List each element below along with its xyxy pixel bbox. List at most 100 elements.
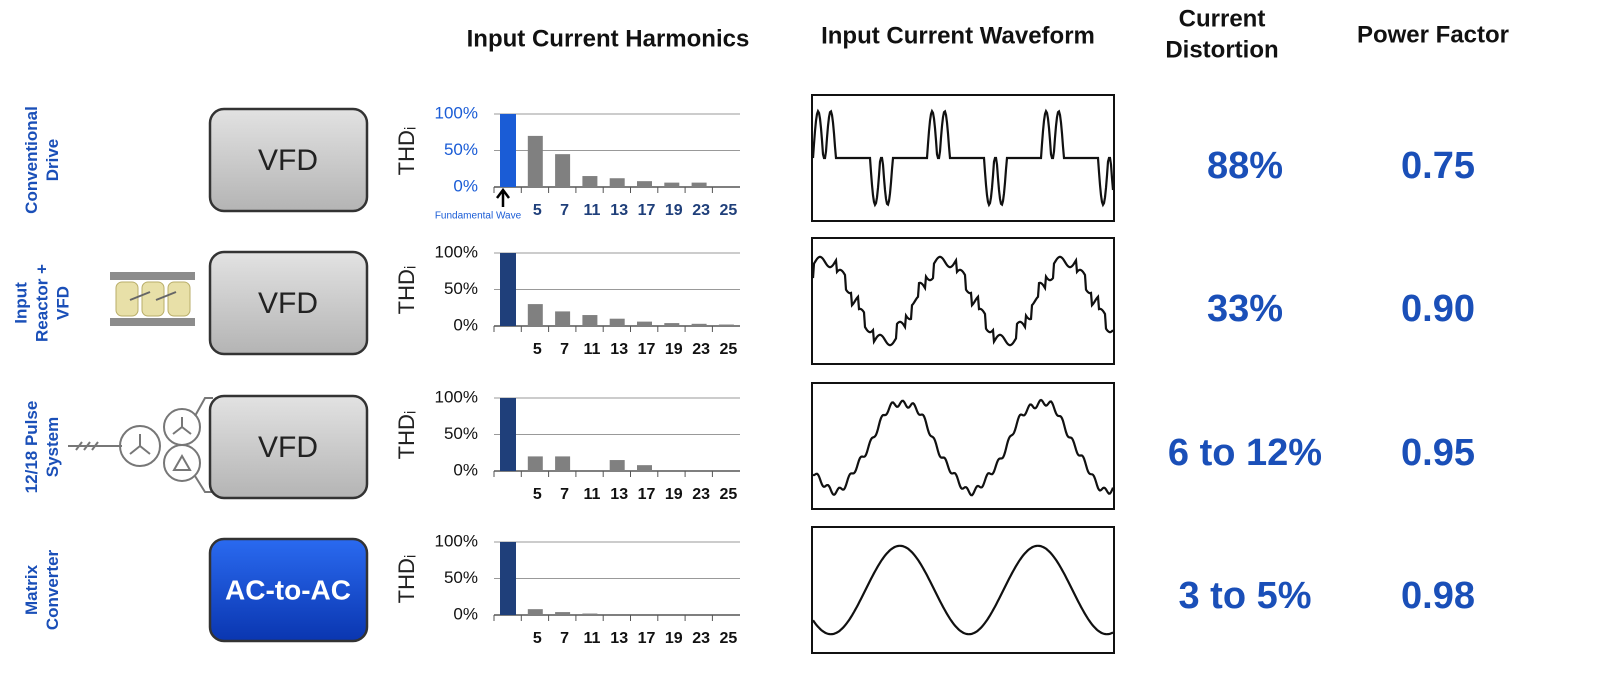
y-tick-label: 100% — [435, 387, 478, 406]
bar — [582, 176, 598, 187]
bar — [527, 456, 543, 471]
bar — [500, 398, 516, 471]
x-tick-label: 5 — [533, 486, 542, 503]
y-tick-label: 100% — [435, 531, 478, 550]
transformer-icon — [68, 397, 213, 493]
header: Distortion — [1165, 36, 1278, 63]
header: Input Current Waveform — [821, 22, 1095, 49]
distortion-value: 33% — [1207, 288, 1283, 330]
y-tick-label: 0% — [453, 176, 478, 195]
x-tick-label: 19 — [665, 630, 683, 647]
y-tick-label: 50% — [444, 279, 478, 298]
y-tick-label: 0% — [453, 315, 478, 334]
x-tick-label: 17 — [638, 202, 656, 219]
device-label: VFD — [258, 431, 318, 464]
x-tick-label: 25 — [720, 202, 738, 219]
row-label: Input — [11, 282, 30, 324]
bar — [637, 321, 652, 326]
waveform — [812, 398, 1115, 497]
x-tick-label: 19 — [665, 202, 683, 219]
row-label: VFD — [53, 286, 72, 320]
power-factor-value: 0.75 — [1401, 145, 1475, 187]
y-tick-label: 0% — [453, 460, 478, 479]
row-label: Reactor + — [32, 264, 51, 342]
bar — [555, 612, 571, 615]
row-label: Conventional — [22, 106, 41, 214]
x-tick-label: 13 — [610, 630, 628, 647]
x-tick-label: 5 — [533, 341, 542, 358]
y-tick-label: 100% — [435, 103, 478, 122]
x-tick-label: 5 — [533, 630, 542, 647]
x-tick-label: 11 — [583, 486, 600, 503]
bar — [637, 181, 652, 187]
axis-label: THDᵢ — [394, 555, 419, 604]
device-label: VFD — [258, 144, 318, 177]
device-label: AC-to-AC — [225, 574, 351, 605]
device-box — [208, 107, 369, 213]
y-tick-label: 0% — [453, 604, 478, 623]
x-tick-label: 7 — [560, 202, 569, 219]
distortion-value: 6 to 12% — [1168, 432, 1322, 474]
power-factor-value: 0.95 — [1401, 432, 1475, 474]
x-tick-label: 17 — [638, 630, 656, 647]
axis-label: THDᵢ — [394, 411, 419, 460]
bar — [527, 609, 543, 615]
x-tick-label: 13 — [610, 486, 628, 503]
bar — [500, 542, 516, 615]
bar — [609, 460, 625, 471]
x-tick-label: 13 — [610, 202, 628, 219]
x-tick-label: 25 — [720, 630, 738, 647]
waveform — [811, 255, 1114, 347]
bar — [527, 304, 543, 326]
x-tick-label: 19 — [665, 486, 683, 503]
bar — [582, 613, 598, 615]
power-factor-value: 0.98 — [1401, 575, 1475, 617]
bar — [500, 253, 516, 326]
waveform-frame — [811, 382, 1115, 510]
row-label: System — [43, 417, 62, 477]
x-tick-label: 5 — [533, 202, 542, 219]
waveform-frame — [811, 526, 1115, 654]
fundamental-note: Fundamental Wave — [435, 211, 522, 222]
bar — [609, 178, 625, 187]
bar — [664, 182, 680, 187]
x-tick-label: 17 — [638, 486, 656, 503]
x-tick-label: 11 — [583, 341, 600, 358]
header: Power Factor — [1357, 21, 1509, 48]
device-box — [208, 250, 369, 356]
x-tick-label: 19 — [665, 341, 683, 358]
bar — [691, 182, 707, 187]
row-label: Matrix — [22, 564, 41, 615]
x-tick-label: 23 — [692, 486, 710, 503]
x-tick-label: 17 — [638, 341, 656, 358]
waveform — [812, 544, 1114, 636]
distortion-value: 88% — [1207, 145, 1283, 187]
device-label: VFD — [258, 287, 318, 320]
bar — [691, 323, 707, 326]
x-tick-label: 13 — [610, 341, 628, 358]
x-tick-label: 11 — [583, 202, 600, 219]
bar — [527, 135, 543, 187]
y-tick-label: 100% — [435, 242, 478, 261]
axis-label: THDᵢ — [394, 127, 419, 176]
bar — [637, 465, 652, 471]
x-tick-label: 7 — [560, 630, 569, 647]
row-label: Drive — [43, 139, 62, 182]
x-tick-label: 7 — [560, 486, 569, 503]
bar — [609, 318, 625, 326]
header: Current — [1179, 5, 1266, 32]
y-tick-label: 50% — [444, 568, 478, 587]
waveform — [811, 108, 1115, 208]
x-tick-label: 23 — [692, 341, 710, 358]
device-box — [208, 537, 369, 643]
x-tick-label: 23 — [692, 630, 710, 647]
x-tick-label: 11 — [583, 630, 600, 647]
y-tick-label: 50% — [444, 424, 478, 443]
row-label: 12/18 Pulse — [22, 401, 41, 494]
bar — [664, 323, 680, 326]
bar — [555, 154, 571, 187]
arrow — [496, 187, 510, 207]
power-factor-value: 0.90 — [1401, 288, 1475, 330]
bar — [555, 311, 571, 326]
